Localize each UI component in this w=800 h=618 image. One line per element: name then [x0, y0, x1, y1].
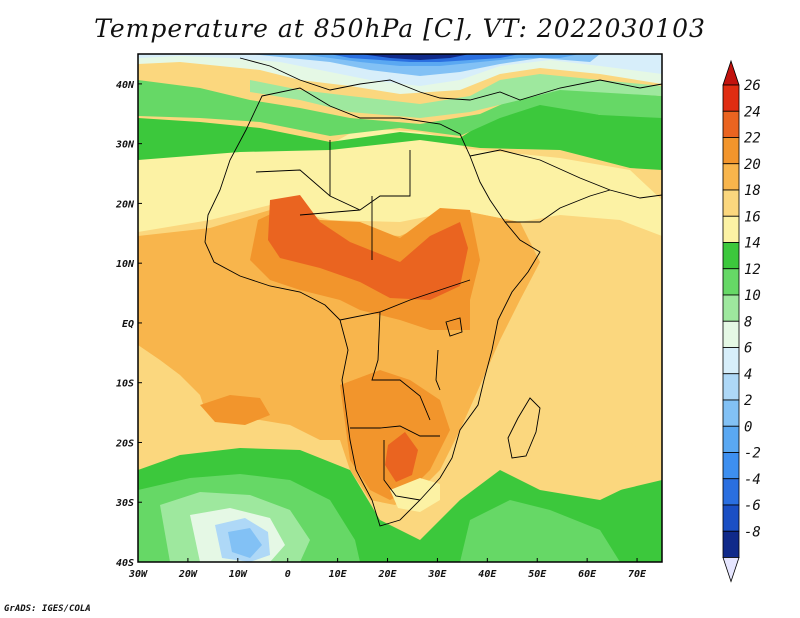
y-tick-label: 20N: [115, 199, 135, 210]
x-tick-label: 30E: [427, 569, 447, 580]
colorbar-label: -8: [744, 524, 761, 540]
border-south-2: [383, 440, 421, 501]
border-south-1: [350, 425, 440, 437]
map-title: Temperature at 850hPa [C], VT: 202203010…: [94, 14, 706, 43]
colorbar-label: 10: [744, 288, 761, 304]
field-24-south: [385, 432, 418, 482]
x-tick-label: 30W: [128, 569, 148, 580]
y-tick-label: 30S: [115, 498, 134, 509]
y-tick-label: 40N: [116, 80, 135, 91]
field-14: [138, 100, 662, 170]
colorbar-label: 2: [744, 393, 752, 409]
x-tick-label: 20E: [377, 569, 397, 580]
colorbar-label: -2: [744, 446, 761, 462]
x-tick-label: 70E: [628, 569, 647, 580]
colorbar-swatch: [722, 110, 740, 138]
colorbar-swatch: [722, 530, 740, 558]
colorbar-label: 4: [744, 367, 752, 383]
colorbar-swatch: [722, 163, 740, 191]
colorbar-label: 26: [744, 78, 761, 94]
x-tick-label: 0: [285, 569, 291, 580]
y-tick-label: 20S: [115, 438, 134, 449]
lake-tanganyika: [435, 349, 441, 391]
colorbar-swatch: [722, 137, 740, 165]
x-tick-label: 10E: [329, 569, 348, 580]
y-tick-label: 10S: [116, 379, 134, 390]
y-tick-label: 10N: [116, 259, 135, 270]
temperature-field: [138, 54, 662, 562]
field-2-south: [228, 528, 262, 558]
colorbar-swatch: [722, 320, 740, 348]
field-24-hot: [268, 195, 468, 300]
field-16-southafrica: [390, 478, 440, 512]
arabia-coastline: [469, 149, 662, 223]
colorbar-label: 0: [744, 419, 752, 435]
colorbar-swatch: [722, 373, 740, 401]
border-sahara-2: [299, 140, 373, 260]
border-central-1: [339, 279, 471, 321]
colorbar-label: 20: [744, 157, 761, 173]
coastlines: [204, 57, 662, 527]
colorbar-swatch: [722, 425, 740, 453]
x-tick-label: 10W: [229, 569, 248, 580]
colorbar-swatch: [722, 268, 740, 296]
field-16: [138, 145, 662, 236]
colorbar-label: -4: [744, 472, 761, 488]
colorbar-max-arrow: [722, 59, 740, 86]
colorbar-label: 8: [744, 314, 752, 330]
field-minus-8: [360, 54, 470, 60]
colorbar-swatch: [722, 242, 740, 270]
lake-victoria: [445, 317, 463, 337]
x-tick-label: 60E: [578, 569, 597, 580]
colorbar-min-arrow: [722, 557, 740, 583]
colorbar-swatch: [722, 399, 740, 427]
madagascar-coastline: [507, 397, 541, 459]
colorbar-swatch: [722, 189, 740, 217]
map-frame: [137, 53, 663, 563]
europe-coastline: [239, 57, 662, 101]
field-22-west: [200, 395, 270, 425]
x-tick-label: 40E: [478, 569, 497, 580]
y-tick-label: 40S: [116, 558, 134, 569]
x-tick-label: 50E: [528, 569, 547, 580]
colorbar-swatch: [722, 347, 740, 375]
y-tick-label: 30N: [115, 140, 135, 151]
colorbar-swatch: [722, 84, 740, 112]
y-tick-label: EQ: [122, 319, 134, 330]
field-12-indian: [460, 500, 620, 562]
colorbar-swatch: [722, 215, 740, 243]
colorbar-swatch: [722, 294, 740, 322]
colorbar-swatch: [722, 504, 740, 532]
axis-layer: 30W 20W 10W 0 10E 20E 30E 40E 50E 60E 70E 40N 30N 20N…: [115, 80, 647, 580]
grads-credit: GrADS: IGES/COLA: [4, 604, 91, 614]
colorbar-label: 14: [744, 236, 761, 252]
colorbar-label: 16: [744, 209, 761, 225]
colorbar-label: -6: [744, 498, 761, 514]
colorbar-label: 12: [744, 262, 761, 278]
field-10: [250, 74, 662, 118]
border-central-2: [371, 311, 431, 421]
colorbar-swatch: [722, 452, 740, 480]
colorbar-label: 6: [744, 341, 752, 357]
colorbar-label: 18: [744, 183, 761, 199]
colorbar-label: 24: [744, 104, 761, 120]
field-18-indian: [530, 400, 662, 490]
colorbar-swatch: [722, 478, 740, 506]
colorbar-label: 22: [744, 131, 761, 147]
x-tick-label: 20W: [178, 569, 198, 580]
